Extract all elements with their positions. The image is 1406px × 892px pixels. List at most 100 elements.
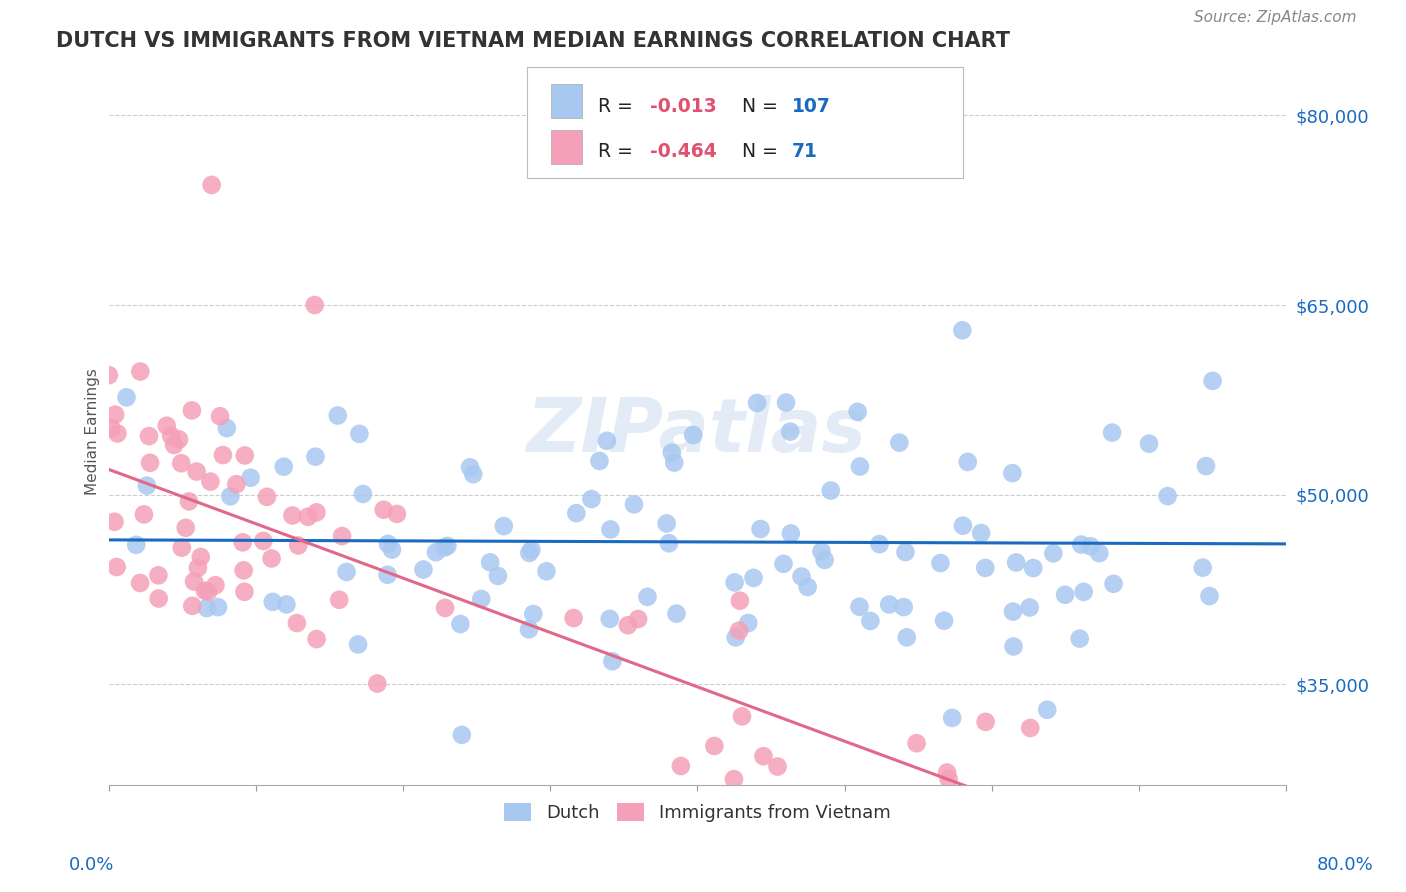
Point	[517, 623, 540, 637]
Point	[936, 765, 959, 780]
Point	[197, 584, 219, 599]
Point	[347, 637, 370, 651]
Point	[745, 396, 768, 410]
Point	[186, 465, 208, 479]
Point	[929, 556, 952, 570]
Y-axis label: Median Earnings: Median Earnings	[86, 368, 100, 495]
Point	[664, 456, 686, 470]
Point	[665, 607, 688, 621]
Point	[219, 489, 242, 503]
Point	[304, 298, 326, 312]
Point	[148, 591, 170, 606]
Point	[239, 471, 262, 485]
Text: 0.0%: 0.0%	[69, 855, 114, 873]
Point	[366, 676, 388, 690]
Point	[434, 601, 457, 615]
Point	[170, 456, 193, 470]
Point	[724, 575, 747, 590]
Point	[470, 591, 492, 606]
Point	[262, 595, 284, 609]
Point	[486, 569, 509, 583]
Point	[204, 578, 226, 592]
Point	[252, 533, 274, 548]
Point	[349, 426, 371, 441]
Point	[1019, 721, 1042, 735]
Point	[177, 494, 200, 508]
Point	[170, 541, 193, 555]
Point	[636, 590, 658, 604]
Point	[167, 433, 190, 447]
Point	[779, 425, 801, 439]
Point	[1080, 539, 1102, 553]
Point	[156, 418, 179, 433]
Point	[433, 541, 456, 555]
Point	[599, 612, 621, 626]
Point	[661, 445, 683, 459]
Point	[232, 535, 254, 549]
Point	[752, 749, 775, 764]
Point	[115, 390, 138, 404]
Text: 107: 107	[792, 96, 831, 116]
Point	[276, 598, 298, 612]
Point	[1088, 546, 1111, 560]
Point	[1070, 538, 1092, 552]
Point	[970, 526, 993, 541]
Point	[749, 522, 772, 536]
Point	[775, 395, 797, 409]
Point	[129, 576, 152, 591]
Point	[233, 584, 256, 599]
Point	[889, 435, 911, 450]
Point	[724, 631, 747, 645]
Point	[105, 560, 128, 574]
Point	[107, 426, 129, 441]
Point	[479, 555, 502, 569]
Text: -0.013: -0.013	[650, 96, 716, 116]
Point	[215, 421, 238, 435]
Point	[682, 428, 704, 442]
Point	[772, 557, 794, 571]
Point	[148, 568, 170, 582]
Point	[728, 593, 751, 607]
Point	[846, 405, 869, 419]
Point	[187, 561, 209, 575]
Point	[287, 539, 309, 553]
Point	[139, 456, 162, 470]
Point	[565, 506, 588, 520]
Point	[723, 772, 745, 786]
Point	[326, 409, 349, 423]
Point	[305, 505, 328, 519]
Point	[194, 583, 217, 598]
Point	[381, 542, 404, 557]
Text: ZIPatlas: ZIPatlas	[527, 395, 868, 468]
Point	[330, 529, 353, 543]
Point	[174, 521, 197, 535]
Text: N =: N =	[742, 142, 785, 161]
Point	[938, 772, 960, 786]
Point	[180, 403, 202, 417]
Point	[669, 759, 692, 773]
Point	[893, 600, 915, 615]
Point	[1005, 556, 1028, 570]
Point	[1198, 589, 1220, 603]
Point	[1018, 600, 1040, 615]
Point	[129, 364, 152, 378]
Point	[232, 563, 254, 577]
Point	[181, 599, 204, 613]
Point	[810, 544, 832, 558]
Point	[1102, 576, 1125, 591]
Point	[208, 409, 231, 424]
Point	[536, 564, 558, 578]
Point	[436, 539, 458, 553]
Point	[458, 460, 481, 475]
Point	[305, 632, 328, 646]
Point	[877, 598, 900, 612]
Point	[932, 614, 955, 628]
Point	[1054, 588, 1077, 602]
Point	[905, 736, 928, 750]
Point	[894, 545, 917, 559]
Point	[104, 408, 127, 422]
Text: N =: N =	[742, 96, 785, 116]
Point	[1073, 584, 1095, 599]
Point	[297, 509, 319, 524]
Point	[766, 759, 789, 773]
